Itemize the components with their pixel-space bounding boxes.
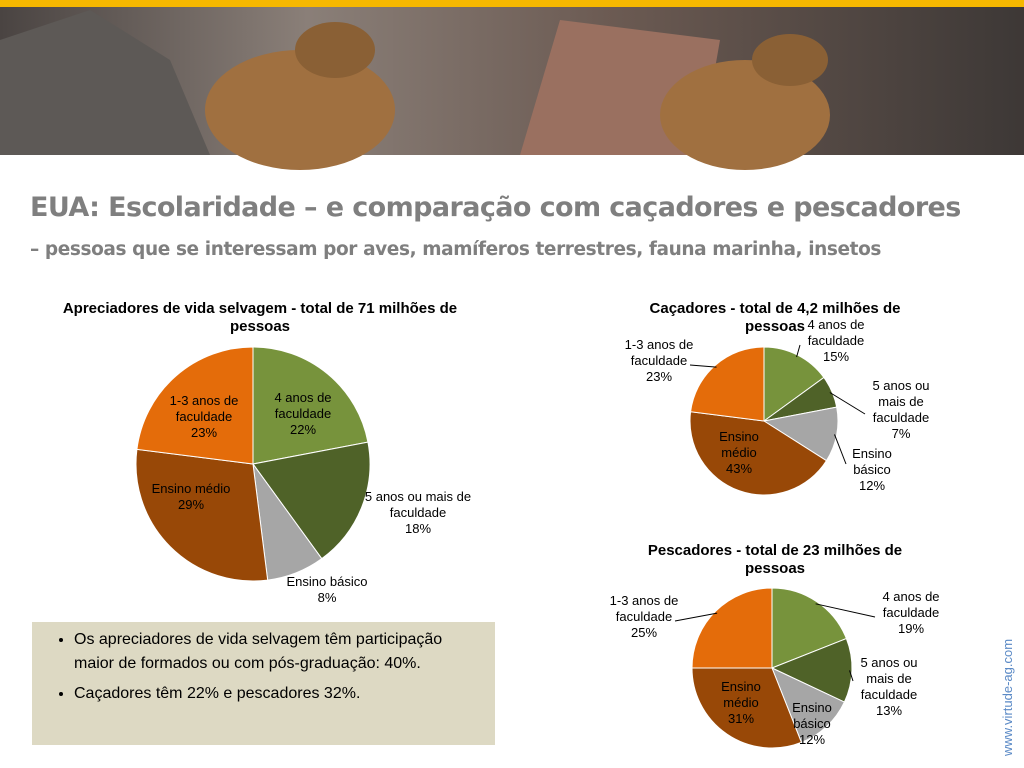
category-label: 1-3 anos de faculdade xyxy=(169,393,239,424)
pie-slice xyxy=(771,587,848,669)
category-label: Ensino médio xyxy=(151,481,231,496)
bullet: Caçadores têm 22% e pescadores 32%. xyxy=(74,682,455,706)
value-label: 23% xyxy=(190,425,218,440)
marmot xyxy=(295,22,375,78)
leader-line xyxy=(796,344,801,358)
top-bar xyxy=(0,0,1024,7)
bullet-box: Os apreciadores de vida selvagem têm par… xyxy=(32,622,495,745)
category-label: 5 anos ou mais de faculdade xyxy=(860,655,918,702)
chart-title: Pescadores - total de 23 milhões de pess… xyxy=(647,542,903,577)
category-label: 4 anos de faculdade xyxy=(882,589,940,620)
leader-line xyxy=(689,364,717,368)
pie-slice xyxy=(135,448,269,582)
value-label: 15% xyxy=(822,349,850,364)
bullet: Os apreciadores de vida selvagem têm par… xyxy=(74,628,455,676)
value-label: 43% xyxy=(725,461,753,476)
category-label: Ensino médio xyxy=(719,429,759,460)
slice-label: 4 anos de faculdade 19% xyxy=(871,589,951,637)
category-label: 5 anos ou mais de faculdade xyxy=(364,489,472,520)
slice-label: 4 anos de faculdade 22% xyxy=(258,390,348,438)
chart-title: Apreciadores de vida selvagem - total de… xyxy=(62,300,458,335)
value-label: 19% xyxy=(897,621,925,636)
slice-label: Ensino médio 43% xyxy=(709,429,769,477)
slice-label: Ensino médio 29% xyxy=(141,481,241,513)
slice-label: 1-3 anos de faculdade 23% xyxy=(159,393,249,441)
category-label: 1-3 anos de faculdade xyxy=(624,337,694,368)
pie-slice xyxy=(136,346,254,465)
category-label: 4 anos de faculdade xyxy=(807,317,865,348)
category-label: Ensino básico xyxy=(852,446,892,477)
value-label: 8% xyxy=(317,590,337,605)
slice-label: Ensino básico 12% xyxy=(842,446,902,494)
pie-slice xyxy=(252,441,371,560)
chart-title: Caçadores - total de 4,2 milhões de pess… xyxy=(649,300,901,335)
leader-line xyxy=(829,392,866,415)
leader-line xyxy=(674,612,718,622)
value-label: 29% xyxy=(177,497,205,512)
value-label: 18% xyxy=(404,521,432,536)
slice-label: 5 anos ou mais de faculdade 7% xyxy=(861,378,941,442)
leader-line xyxy=(834,434,847,465)
category-label: 5 anos ou mais de faculdade xyxy=(872,378,930,425)
pie-slice xyxy=(691,587,773,669)
value-label: 13% xyxy=(875,703,903,718)
value-label: 12% xyxy=(798,732,826,747)
value-label: 31% xyxy=(727,711,755,726)
rock xyxy=(0,10,210,155)
marmot xyxy=(752,34,828,86)
pie-slice xyxy=(252,346,369,465)
category-label: 1-3 anos de faculdade xyxy=(609,593,679,624)
value-label: 23% xyxy=(645,369,673,384)
marmot xyxy=(205,50,395,170)
slice-label: Ensino básico 12% xyxy=(782,700,842,748)
pie-slice xyxy=(770,637,853,703)
category-label: Ensino básico xyxy=(792,700,832,731)
slice-label: Ensino básico 8% xyxy=(277,574,377,606)
footer-url: www.virtude-ag.com xyxy=(1000,638,1015,756)
bullet-list: Os apreciadores de vida selvagem têm par… xyxy=(32,622,495,706)
slide-title: EUA: Escolaridade – e comparação com caç… xyxy=(30,192,961,223)
leader-line xyxy=(849,670,854,682)
slice-label: 4 anos de faculdade 15% xyxy=(796,317,876,365)
slice-label: Ensino médio 31% xyxy=(711,679,771,727)
pie-slice xyxy=(771,667,846,744)
value-label: 12% xyxy=(858,478,886,493)
leader-line xyxy=(815,603,876,618)
pie-slice xyxy=(690,346,765,422)
value-label: 7% xyxy=(891,426,911,441)
slice-label: 1-3 anos de faculdade 25% xyxy=(609,593,679,641)
category-label: 4 anos de faculdade xyxy=(274,390,332,421)
value-label: 22% xyxy=(289,422,317,437)
pie-slice xyxy=(691,667,803,749)
slide-subtitle: – pessoas que se interessam por aves, ma… xyxy=(30,239,882,260)
value-label: 25% xyxy=(630,625,658,640)
marmot xyxy=(660,60,830,170)
category-label: Ensino básico xyxy=(286,574,368,589)
category-label: Ensino médio xyxy=(721,679,761,710)
slice-label: 5 anos ou mais de faculdade 18% xyxy=(363,489,473,537)
slice-label: 1-3 anos de faculdade 23% xyxy=(624,337,694,385)
slice-label: 5 anos ou mais de faculdade 13% xyxy=(849,655,929,719)
pie-slice xyxy=(689,411,828,496)
